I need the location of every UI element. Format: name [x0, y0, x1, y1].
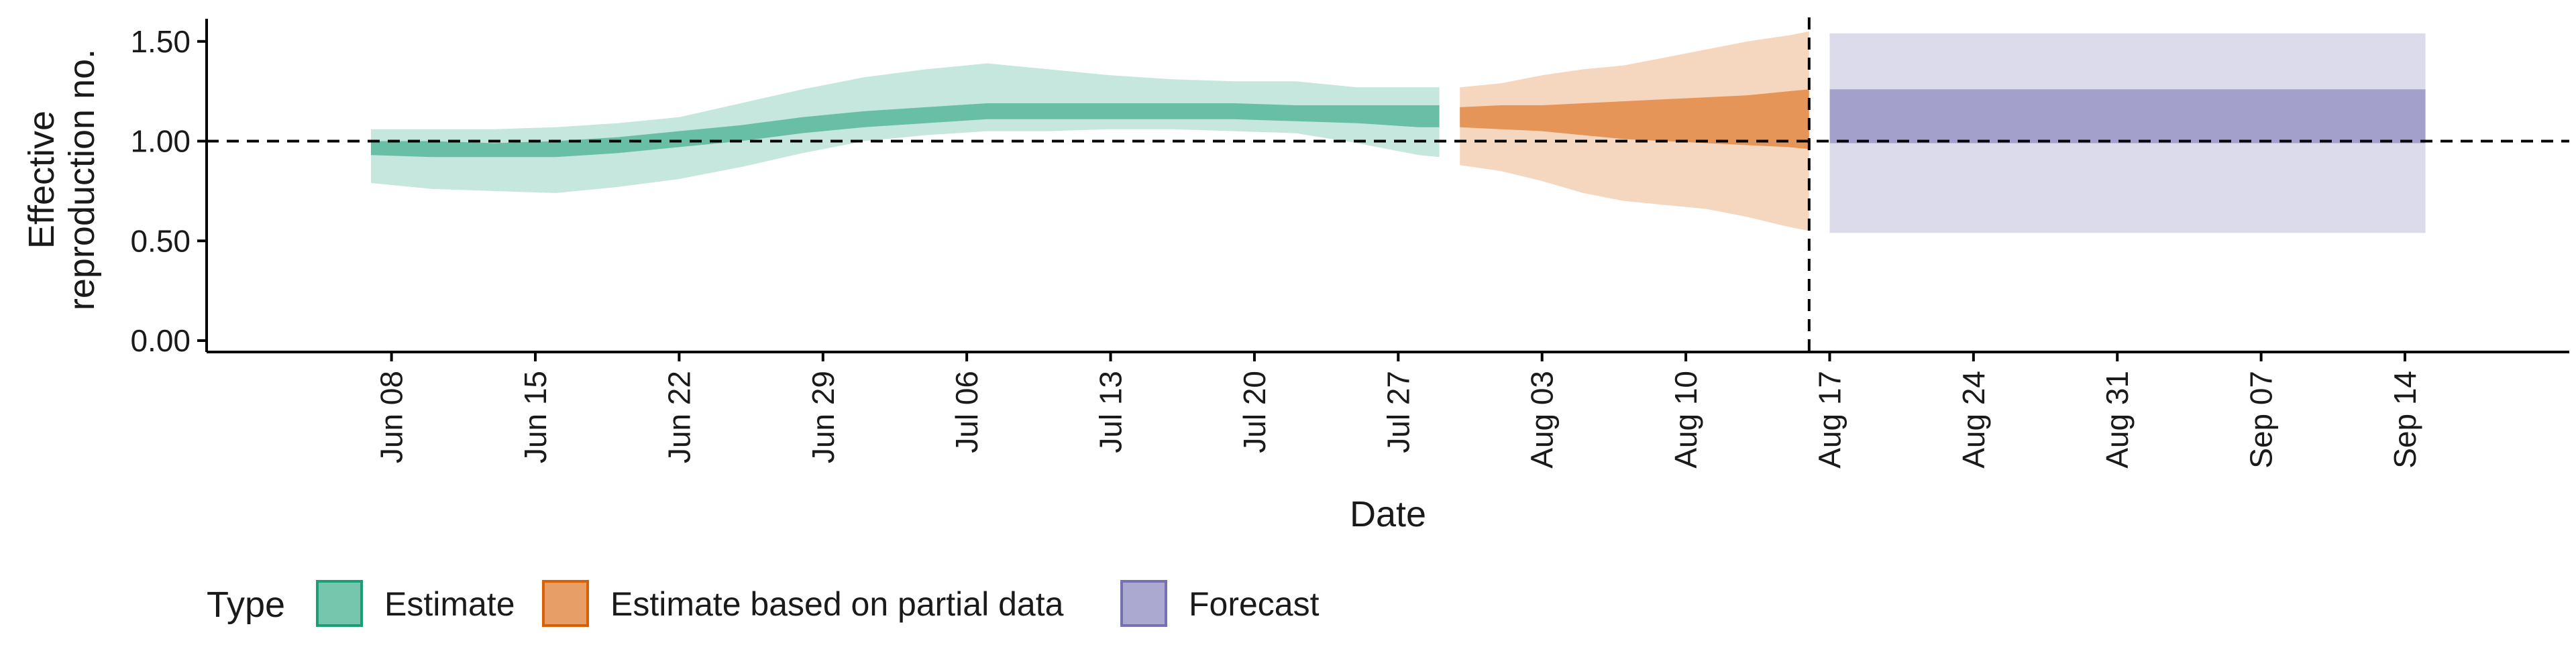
axis-labels: Effectivereproduction no. Date — [21, 49, 1426, 534]
legend-label-0: Estimate — [384, 585, 515, 623]
y-tick-label-2: 1.00 — [130, 124, 191, 159]
y-axis-label-line-1: reproduction no. — [62, 49, 102, 310]
x-tick-label-8: Aug 03 — [1525, 371, 1560, 469]
series-0 — [371, 63, 1440, 193]
legend-key-2 — [1120, 580, 1167, 627]
legend-label-1: Estimate based on partial data — [610, 585, 1064, 623]
y-axis-label-line-0: Effective — [21, 111, 62, 249]
y-tick-label-0: 0.00 — [130, 323, 191, 358]
legend-key-1 — [542, 580, 589, 627]
y-axis-label: Effectivereproduction no. — [21, 49, 102, 310]
x-axis-label: Date — [1350, 494, 1426, 534]
series-1 — [1460, 31, 1809, 231]
x-tick-label-7: Jul 27 — [1381, 371, 1415, 453]
x-tick-label-11: Aug 24 — [1956, 371, 1991, 469]
legend-key-0 — [316, 580, 363, 627]
x-tick-label-4: Jul 06 — [949, 371, 984, 453]
x-tick-label-6: Jul 20 — [1237, 371, 1272, 453]
band-50-2 — [1829, 89, 2426, 143]
reference-lines — [207, 17, 2569, 353]
legend-title: Type — [207, 585, 285, 625]
band-layer — [371, 31, 2426, 233]
y-tick-label-1: 0.50 — [130, 223, 191, 258]
x-tick-label-12: Aug 31 — [2100, 371, 2135, 469]
x-tick-label-14: Sep 14 — [2387, 371, 2422, 469]
series-2 — [1829, 33, 2426, 233]
axes: 0.00 0.50 1.00 1.50 Jun 08 Jun 15 Jun 22 Jun 29… — [130, 19, 2569, 469]
band-90-0 — [371, 63, 1440, 193]
band-50-0 — [371, 103, 1440, 158]
band-50-1 — [1460, 89, 1809, 150]
x-tick-label-0: Jun 08 — [374, 371, 409, 463]
legend-label-2: Forecast — [1189, 585, 1320, 623]
x-tick-label-2: Jun 22 — [661, 371, 696, 463]
x-tick-label-10: Aug 17 — [1812, 371, 1847, 469]
y-tick-label-3: 1.50 — [130, 24, 191, 59]
x-tick-label-3: Jun 29 — [806, 371, 841, 463]
x-tick-label-1: Jun 15 — [518, 371, 553, 463]
x-tick-label-5: Jul 13 — [1093, 371, 1128, 453]
x-tick-label-9: Aug 10 — [1668, 371, 1703, 469]
x-tick-label-13: Sep 07 — [2244, 371, 2279, 469]
legend: Type Estimate Estimate based on partial d… — [207, 580, 1320, 627]
